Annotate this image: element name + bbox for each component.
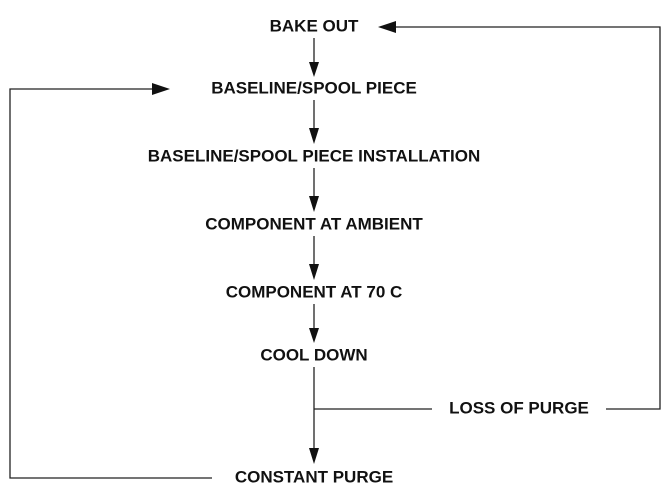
node-label: CONSTANT PURGE — [235, 467, 393, 486]
node-label: LOSS OF PURGE — [449, 398, 589, 417]
node-label: BASELINE/SPOOL PIECE — [211, 78, 417, 97]
node-label: COOL DOWN — [260, 345, 367, 364]
arrows — [9, 21, 661, 479]
node-label: COMPONENT AT AMBIENT — [205, 214, 423, 233]
node-label: BASELINE/SPOOL PIECE INSTALLATION — [148, 146, 480, 165]
node-label: COMPONENT AT 70 C — [226, 282, 403, 301]
node-label: BAKE OUT — [270, 16, 359, 35]
